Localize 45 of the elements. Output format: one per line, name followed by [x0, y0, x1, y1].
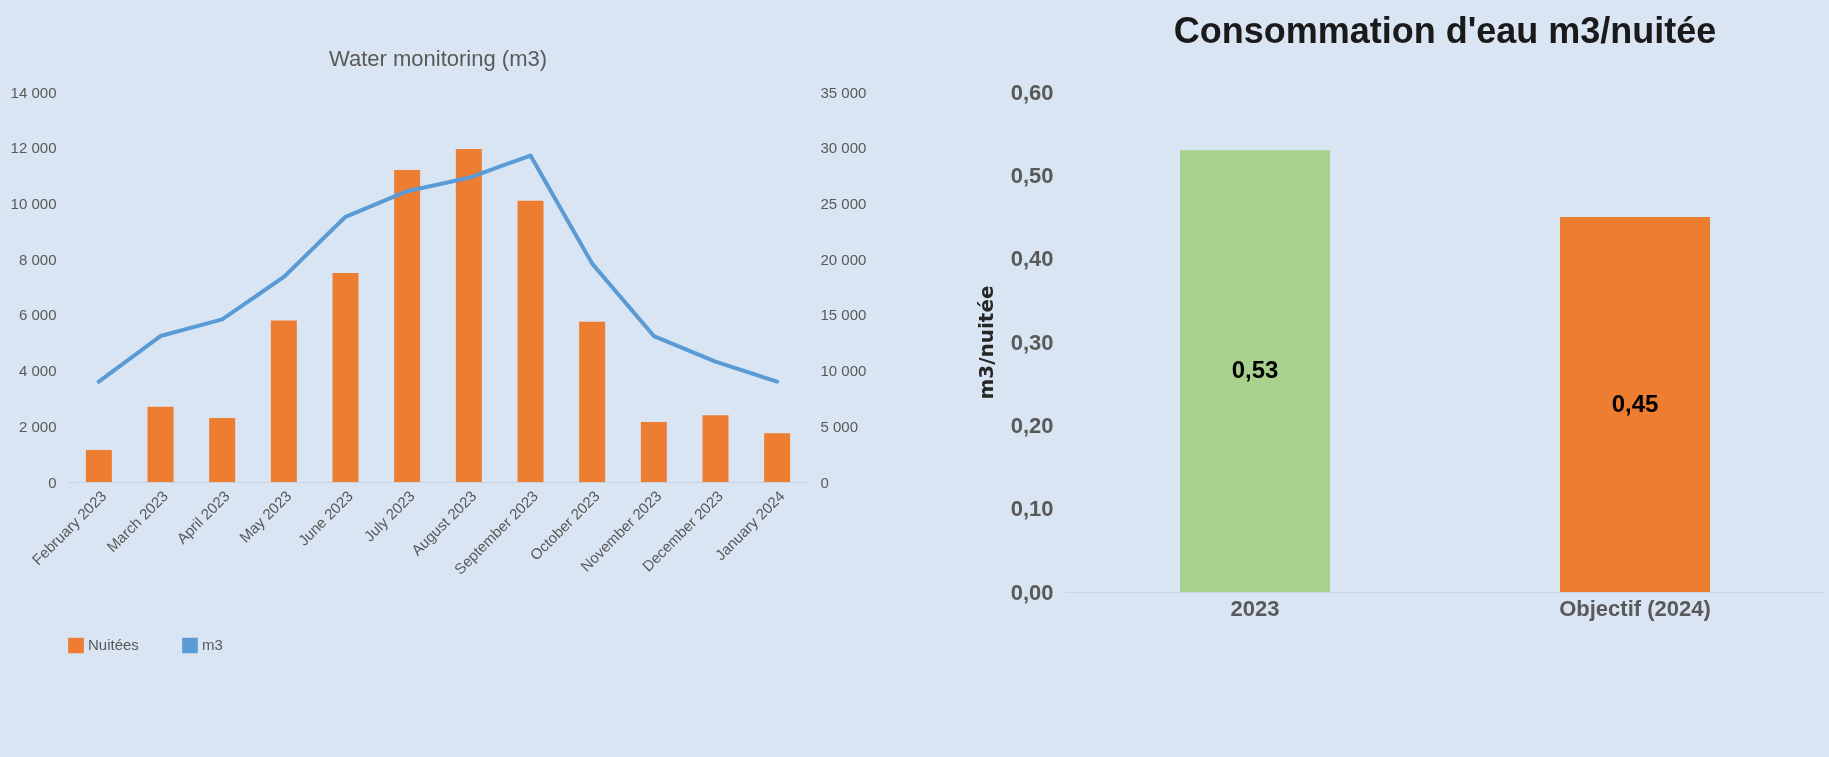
bar — [517, 200, 544, 482]
bar — [764, 433, 791, 482]
chart-title: Water monitoring (m3) — [328, 46, 548, 71]
y-tick-label: 0,50 — [1010, 162, 1054, 188]
y2-tick-label: 30 000 — [820, 139, 867, 157]
bar — [147, 406, 174, 482]
bar — [270, 320, 297, 482]
y-tick-label: 0,00 — [1010, 579, 1054, 605]
legend-label: Nuitées — [88, 636, 139, 654]
bar — [455, 149, 482, 482]
bar — [394, 170, 421, 482]
y2-tick-label: 15 000 — [820, 306, 867, 324]
y-tick-label: 14 000 — [10, 83, 57, 101]
bar — [332, 273, 359, 482]
y2-tick-label: 0 — [820, 473, 829, 491]
y-tick-label: 0,40 — [1010, 246, 1054, 272]
y-tick-label: 12 000 — [10, 139, 57, 157]
y-axis-title: m3/nuitée — [973, 285, 998, 400]
y-tick-label: 10 000 — [10, 194, 57, 212]
bar — [702, 415, 729, 482]
y-tick-label: 8 000 — [18, 250, 57, 268]
y2-tick-label: 10 000 — [820, 362, 867, 380]
line-series — [96, 153, 780, 384]
y-tick-label: 4 000 — [18, 362, 57, 380]
y-tick-label: 0,10 — [1010, 496, 1054, 522]
chart-title: Consommation d'eau m3/nuitée — [1173, 10, 1717, 51]
bar — [579, 321, 606, 482]
data-label: 0,45 — [1611, 389, 1659, 417]
y-tick-label: 0,20 — [1010, 412, 1054, 438]
y-tick-label: 0,30 — [1010, 329, 1054, 355]
y-tick-label: 2 000 — [18, 417, 57, 435]
x-tick-label: 2023 — [1230, 595, 1280, 621]
y2-tick-label: 20 000 — [820, 250, 867, 268]
y2-tick-label: 5 000 — [820, 417, 859, 435]
y2-tick-label: 35 000 — [820, 83, 867, 101]
x-tick-label: Objectif (2024) — [1559, 595, 1711, 621]
y-tick-label: 6 000 — [18, 306, 57, 324]
bar — [640, 422, 667, 482]
bar — [85, 449, 112, 482]
y-tick-label: 0,60 — [1010, 79, 1054, 105]
bar — [209, 417, 236, 482]
data-label: 0,53 — [1231, 356, 1279, 384]
y2-tick-label: 25 000 — [820, 194, 867, 212]
legend-label: m3 — [202, 636, 223, 654]
y-tick-label: 0 — [48, 473, 57, 491]
